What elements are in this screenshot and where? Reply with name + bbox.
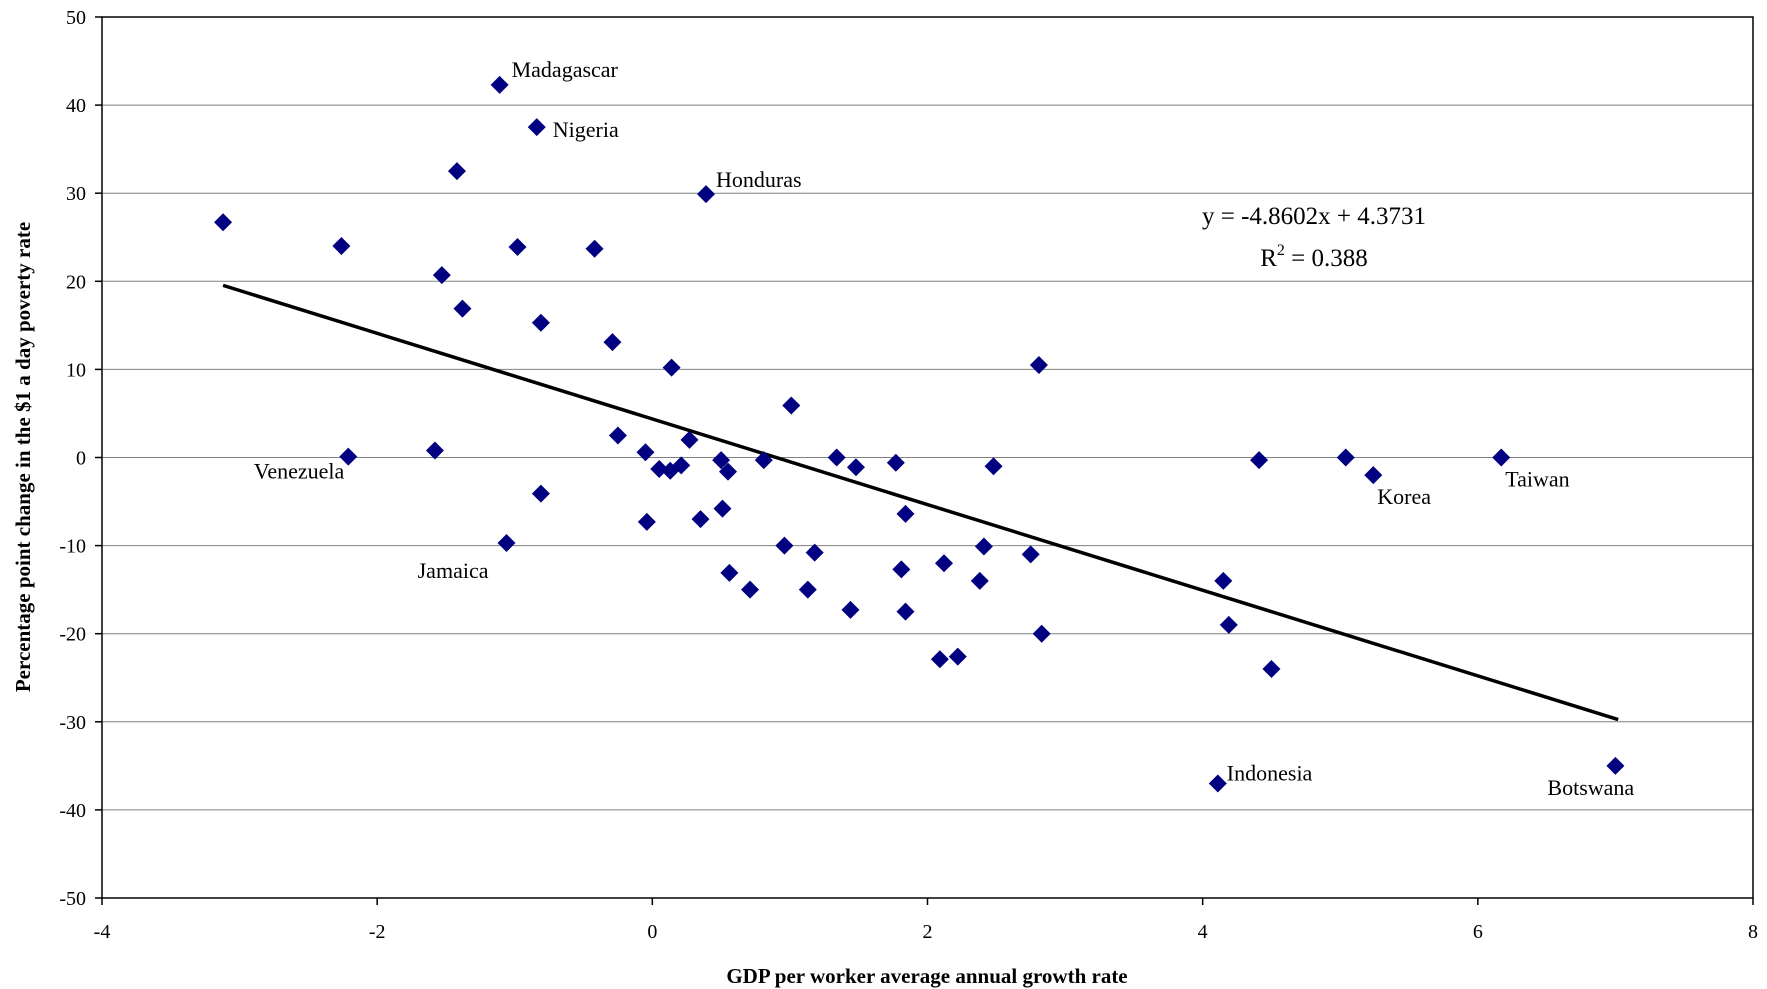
data-point-marker — [782, 396, 801, 415]
data-point-marker — [662, 358, 681, 377]
data-point-marker — [214, 213, 233, 232]
data-point-marker — [935, 554, 954, 573]
y-tick-label: 20 — [66, 271, 86, 293]
point-label: Korea — [1377, 484, 1431, 509]
data-point-marker — [490, 75, 509, 94]
y-tick-label: 10 — [66, 359, 86, 381]
y-tick-label: -10 — [59, 536, 86, 558]
x-tick-label: 2 — [923, 921, 933, 943]
y-tick-label: -40 — [59, 800, 86, 822]
point-label: Venezuela — [254, 459, 345, 484]
data-point-marker — [531, 484, 550, 503]
data-point-marker — [892, 560, 911, 579]
data-point-marker — [1492, 448, 1511, 467]
y-tick-label: 30 — [66, 183, 86, 205]
data-point-marker — [984, 457, 1003, 476]
data-point-marker — [775, 536, 794, 555]
data-point-marker — [650, 459, 669, 478]
point-label: Madagascar — [512, 57, 619, 82]
x-tick-label: -2 — [369, 921, 386, 943]
data-point-marker — [608, 426, 627, 445]
trendline — [222, 283, 1619, 722]
data-point-marker — [691, 510, 710, 529]
data-point-marker — [432, 266, 451, 285]
point-labels: Madagascar Nigeria Honduras Venezuela Korea T… — [254, 57, 1635, 800]
data-point-marker — [805, 543, 824, 562]
data-point-marker — [531, 313, 550, 332]
data-point-marker — [453, 299, 472, 318]
data-point-marker — [696, 185, 715, 204]
data-point-marker — [754, 451, 773, 470]
point-label: Nigeria — [553, 117, 619, 142]
data-point-marker — [896, 504, 915, 523]
point-label: Honduras — [716, 167, 802, 192]
data-point-marker — [974, 537, 993, 556]
x-tick-label: -4 — [94, 921, 111, 943]
data-point-marker — [896, 602, 915, 621]
data-point-marker — [672, 456, 691, 475]
data-point-marker — [1336, 448, 1355, 467]
data-point-marker — [1032, 624, 1051, 643]
y-axis: 50 40 30 20 10 0 -10 -20 -30 -40 -50 — [59, 7, 102, 910]
data-point-marker — [637, 512, 656, 531]
data-point-marker — [930, 650, 949, 669]
data-point-marker — [1262, 659, 1281, 678]
y-tick-label: 40 — [66, 95, 86, 117]
data-point-marker — [1606, 756, 1625, 775]
data-point-marker — [886, 453, 905, 472]
x-tick-label: 4 — [1198, 921, 1208, 943]
data-point-marker — [846, 458, 865, 477]
data-point-marker — [1029, 355, 1048, 374]
gridlines — [102, 104, 1753, 811]
data-point-marker — [508, 237, 527, 256]
y-tick-label: 0 — [76, 448, 86, 470]
point-label: Indonesia — [1227, 760, 1313, 785]
data-point-marker — [425, 441, 444, 460]
data-points — [214, 75, 1625, 793]
x-axis: -4 -2 0 2 4 6 8 — [94, 898, 1758, 943]
data-point-marker — [1250, 451, 1269, 470]
y-axis-title: Percentage point change in the $1 a day … — [11, 222, 35, 692]
x-tick-label: 0 — [647, 921, 657, 943]
x-tick-label: 6 — [1473, 921, 1483, 943]
data-point-marker — [713, 499, 732, 518]
data-point-marker — [712, 451, 731, 470]
data-point-marker — [339, 447, 358, 466]
r-squared: R2 = 0.388 — [1260, 242, 1368, 272]
data-point-marker — [1208, 774, 1227, 793]
data-point-marker — [1021, 545, 1040, 564]
data-point-marker — [636, 443, 655, 462]
point-label: Botswana — [1547, 775, 1634, 800]
data-point-marker — [970, 571, 989, 590]
data-point-marker — [798, 580, 817, 599]
y-tick-label: -20 — [59, 624, 86, 646]
x-tick-label: 8 — [1748, 921, 1758, 943]
point-label: Taiwan — [1505, 467, 1569, 492]
y-tick-label: 50 — [66, 7, 86, 29]
x-axis-title: GDP per worker average annual growth rat… — [726, 964, 1127, 988]
data-point-marker — [719, 462, 738, 481]
data-point-marker — [1219, 615, 1238, 634]
data-point-marker — [741, 580, 760, 599]
data-point-marker — [948, 647, 967, 666]
data-point-marker — [841, 600, 860, 619]
data-point-marker — [720, 563, 739, 582]
data-point-marker — [447, 162, 466, 181]
y-tick-label: -50 — [59, 888, 86, 910]
data-point-marker — [527, 118, 546, 137]
data-point-marker — [585, 239, 604, 258]
trendline-equation: y = -4.8602x + 4.3731 — [1202, 203, 1426, 230]
data-point-marker — [603, 333, 622, 352]
y-tick-label: -30 — [59, 712, 86, 734]
data-point-marker — [827, 448, 846, 467]
point-label: Jamaica — [418, 558, 489, 583]
data-point-marker — [1364, 466, 1383, 485]
data-point-marker — [497, 533, 516, 552]
data-point-marker — [332, 237, 351, 256]
data-point-marker — [680, 430, 699, 449]
data-point-marker — [1214, 571, 1233, 590]
